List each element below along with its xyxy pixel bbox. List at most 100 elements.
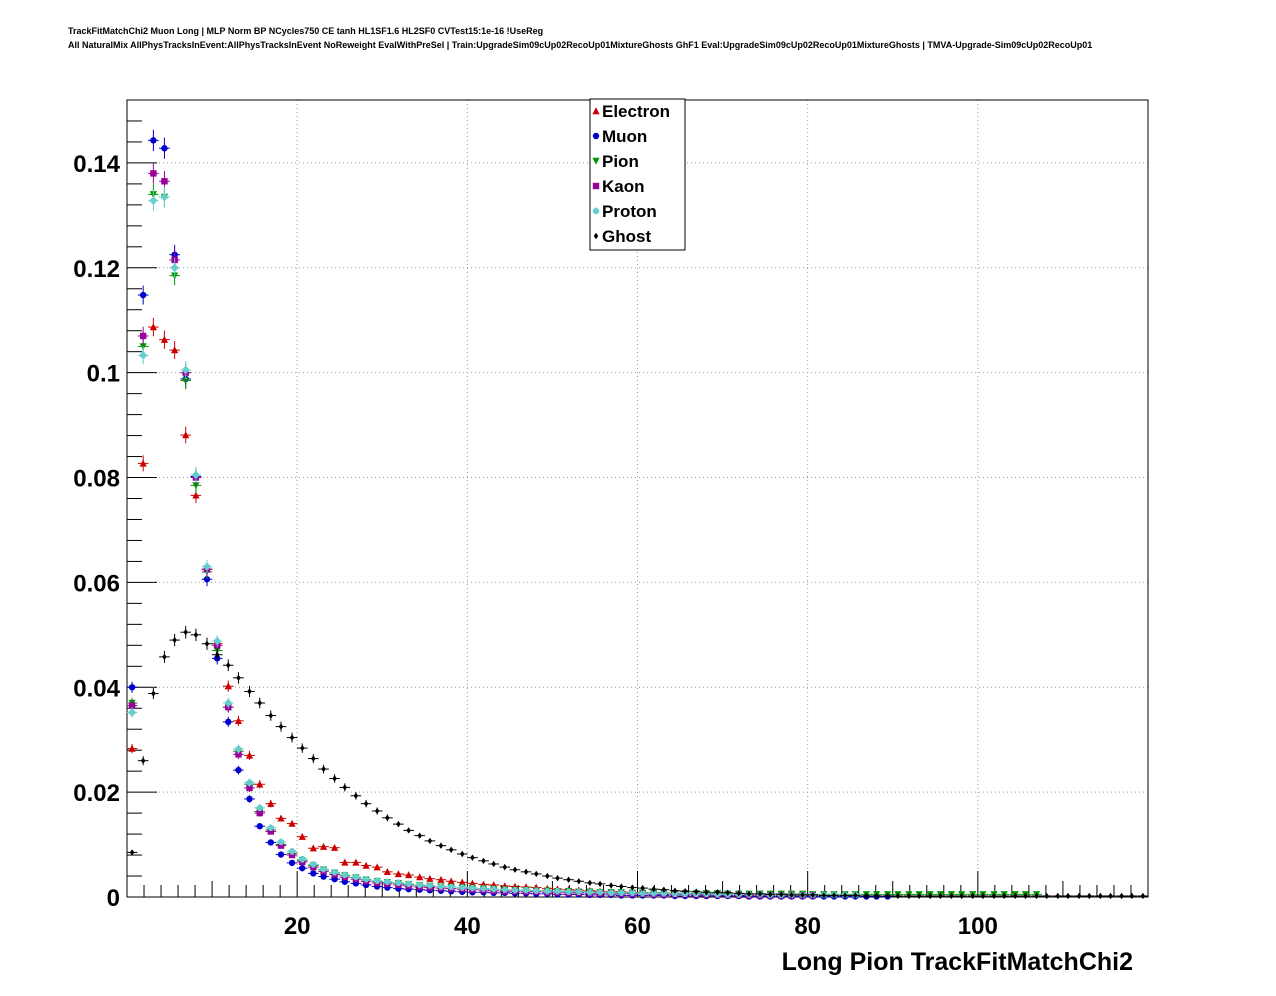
data-point-proton (246, 779, 253, 786)
data-point-ghost (353, 792, 359, 800)
data-point-electron (224, 682, 232, 690)
data-point-proton (352, 873, 360, 881)
legend-marker-ghost (593, 232, 599, 240)
data-point-proton (533, 887, 540, 894)
data-point-ghost (895, 892, 901, 900)
data-point-muon (310, 870, 317, 877)
data-point-electron (352, 858, 360, 866)
data-point-pion (192, 482, 200, 490)
data-point-proton (256, 804, 263, 812)
data-point-ghost (268, 712, 274, 719)
data-point-proton (203, 563, 211, 570)
data-point-muon (225, 718, 232, 726)
data-point-proton (650, 890, 657, 897)
legend-marker-pion (592, 157, 600, 165)
data-point-ghost (470, 854, 475, 861)
data-point-electron (362, 861, 370, 869)
series-proton (126, 186, 861, 899)
data-point-proton (607, 889, 615, 897)
data-point-ghost (885, 892, 890, 900)
data-points (126, 129, 1149, 900)
data-point-ghost (1023, 892, 1028, 900)
legend-label-pion: Pion (602, 152, 639, 171)
data-point-proton (596, 889, 604, 896)
data-point-ghost (300, 744, 305, 752)
data-point-ghost (129, 849, 135, 856)
data-point-ghost (991, 892, 997, 900)
data-point-muon (256, 823, 263, 830)
x-axis-title: Long Pion TrackFitMatchChi2 (782, 948, 1133, 976)
data-point-proton (565, 888, 572, 895)
data-point-proton (171, 264, 178, 271)
x-tick-label: 20 (284, 913, 311, 940)
data-point-electron (319, 842, 328, 850)
data-point-ghost (417, 832, 422, 839)
data-point-electron (277, 814, 285, 822)
data-point-proton (511, 886, 519, 894)
data-point-kaon (246, 784, 253, 792)
data-point-proton (235, 745, 242, 753)
data-point-proton (639, 890, 646, 897)
legend-label-ghost: Ghost (602, 227, 651, 246)
legend-marker-muon (592, 132, 600, 140)
data-point-ghost (916, 892, 922, 900)
data-point-proton (362, 875, 370, 883)
legend-marker-electron (592, 107, 600, 115)
legend-marker-proton (592, 207, 600, 215)
data-point-proton (277, 838, 285, 846)
data-point-proton (373, 877, 381, 884)
y-tick-label: 0.14 (73, 151, 120, 178)
data-point-proton (416, 881, 423, 889)
data-point-ghost (949, 892, 954, 900)
data-point-electron (245, 751, 254, 759)
data-point-ghost (204, 640, 210, 647)
data-point-proton (447, 883, 455, 891)
data-point-ghost (746, 890, 752, 898)
data-point-kaon (150, 170, 157, 177)
data-point-muon (203, 576, 211, 583)
data-point-electron (437, 875, 445, 883)
data-point-proton (150, 197, 157, 204)
data-point-ghost (682, 888, 688, 895)
data-point-electron (288, 819, 296, 827)
data-point-muon (299, 864, 306, 872)
data-point-ghost (459, 850, 465, 858)
data-point-electron (234, 717, 243, 725)
data-point-electron (160, 335, 169, 343)
data-point-proton (182, 366, 189, 374)
data-point-ghost (396, 820, 401, 828)
data-point-proton (575, 888, 582, 895)
data-point-ghost (332, 775, 337, 782)
data-point-proton (618, 889, 625, 897)
data-point-ghost (502, 863, 508, 871)
data-point-proton (469, 884, 476, 892)
data-point-proton (384, 878, 391, 885)
data-point-ghost (853, 892, 858, 899)
data-point-ghost (630, 884, 635, 891)
data-point-proton (480, 885, 487, 892)
data-point-electron (256, 780, 264, 788)
data-point-ghost (587, 879, 593, 887)
data-point-ghost (767, 891, 773, 898)
data-point-ghost (151, 690, 156, 697)
data-point-ghost (162, 653, 167, 661)
data-point-ghost (1140, 892, 1146, 900)
legend: Electron Muon Pion Kaon Proton Ghost (589, 98, 686, 251)
data-point-ghost (172, 636, 177, 644)
data-point-ghost (1076, 892, 1082, 900)
legend-entry-muon: Muon (592, 127, 647, 146)
data-point-proton (426, 882, 434, 889)
data-point-ghost (1087, 892, 1092, 900)
data-point-ghost (1129, 892, 1135, 900)
header-line-2: All NaturalMix AllPhysTracksInEvent:AllP… (68, 40, 1093, 50)
data-point-ghost (183, 629, 188, 636)
legend-label-kaon: Kaon (602, 177, 645, 196)
data-point-electron (149, 323, 157, 331)
data-point-ghost (597, 880, 603, 888)
data-point-proton (459, 884, 466, 891)
data-point-kaon (267, 828, 274, 835)
data-point-ghost (566, 876, 571, 883)
data-point-ghost (406, 827, 411, 834)
series-pion (126, 184, 1042, 899)
data-point-proton (128, 709, 136, 716)
